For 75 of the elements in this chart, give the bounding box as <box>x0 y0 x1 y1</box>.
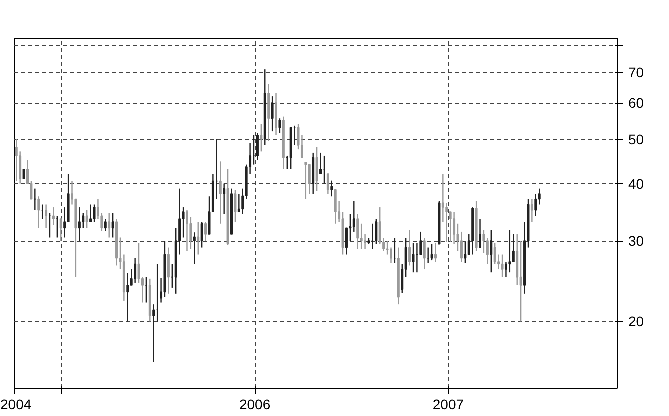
candlestick <box>256 132 259 161</box>
y-tick-label: 50 <box>628 131 644 148</box>
candlestick <box>15 138 18 182</box>
y-tick-label: 30 <box>628 233 644 250</box>
candlestick <box>278 118 282 134</box>
candlestick <box>501 254 504 278</box>
x-tick-label: 2004 <box>0 396 32 412</box>
candlestick <box>304 162 308 200</box>
x-tick-label: 2007 <box>432 396 464 412</box>
candlestick <box>152 304 156 364</box>
candlestick <box>223 183 226 215</box>
candlestick <box>320 152 322 175</box>
candlestick <box>60 218 62 242</box>
candlestick <box>326 173 330 195</box>
y-tick-label: 40 <box>628 176 644 192</box>
candlestick <box>134 258 137 284</box>
y-tick-label: 60 <box>628 95 644 112</box>
candlestick <box>316 146 318 192</box>
x-tick-label: 2006 <box>239 396 271 412</box>
candlestick <box>308 164 311 195</box>
candlestick <box>234 190 237 223</box>
candlestick <box>200 221 204 248</box>
candlestick <box>460 231 463 263</box>
candlestick <box>434 242 437 263</box>
candlestick <box>193 232 196 265</box>
candlestick <box>530 198 534 223</box>
candlestick <box>86 210 88 229</box>
candlestick <box>78 206 81 242</box>
candlestick <box>408 229 412 266</box>
candlestick <box>453 211 456 245</box>
candlestick <box>490 229 493 274</box>
candlestick <box>534 193 538 217</box>
candlestick <box>504 261 508 278</box>
candlestick <box>520 240 522 322</box>
candlestick <box>204 221 208 242</box>
candlestick <box>238 193 240 213</box>
candlestick <box>423 238 426 270</box>
candlestick <box>375 218 378 245</box>
candlestick <box>93 204 96 223</box>
candlestick <box>449 211 452 243</box>
candlestick <box>219 161 222 224</box>
candlestick <box>38 196 40 229</box>
candlestick <box>52 206 55 226</box>
candlestick <box>486 238 489 265</box>
candlestick <box>112 212 114 238</box>
candlestick <box>19 151 22 184</box>
candlestick <box>260 123 263 152</box>
candlestick <box>464 242 467 264</box>
candlestick <box>442 173 444 223</box>
candlestick <box>345 228 348 256</box>
candlestick <box>430 244 434 262</box>
candlestick <box>108 212 111 238</box>
candlestick <box>356 214 360 250</box>
candlestick <box>412 242 415 274</box>
candlestick <box>104 218 107 232</box>
candlestick <box>352 200 356 233</box>
candlestick <box>271 96 274 132</box>
y-tick-label: 20 <box>628 314 644 330</box>
candlestick <box>126 272 130 322</box>
candlestick <box>390 247 392 264</box>
candlestick <box>508 229 512 274</box>
candlestick <box>334 189 337 224</box>
candlestick <box>512 234 515 263</box>
candlestick <box>479 218 482 248</box>
candlestick <box>167 247 170 295</box>
candlestick <box>186 210 188 252</box>
candlestick <box>364 234 367 250</box>
candlestick <box>197 221 200 256</box>
candlestick <box>330 180 334 198</box>
candlestick <box>22 168 26 180</box>
candlestick <box>182 206 185 238</box>
y-tick-label: 70 <box>628 64 644 80</box>
candlestick <box>482 229 486 254</box>
candlestick <box>45 204 48 229</box>
candlestick <box>90 204 92 223</box>
